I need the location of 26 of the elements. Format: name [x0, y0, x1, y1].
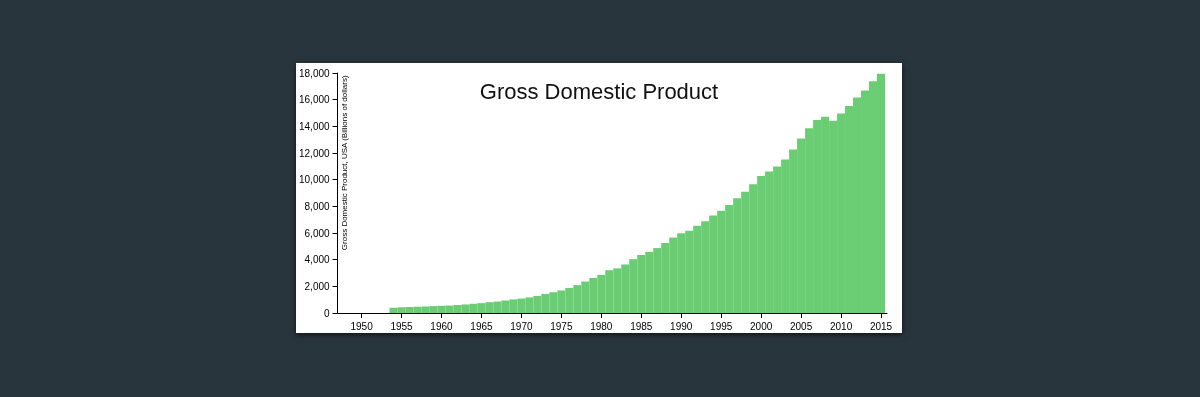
chart-title: Gross Domestic Product [479, 78, 719, 104]
x-tick-label: 1985 [630, 320, 653, 332]
x-tick-label: 1980 [590, 320, 613, 332]
x-tick-label: 2015 [869, 320, 893, 332]
y-tick-label: 16,000 [298, 94, 331, 106]
x-tick-label: 2010 [829, 320, 853, 332]
x-tick-label: 1970 [510, 320, 533, 332]
x-tick-label: 1995 [710, 320, 733, 332]
x-tick-label: 1950 [350, 320, 374, 332]
x-tick-label: 2000 [750, 320, 773, 332]
y-tick-label: 14,000 [298, 120, 331, 132]
x-tick-label: 1965 [470, 320, 494, 332]
x-tick-label: 1955 [390, 320, 414, 332]
x-tick-label: 2005 [789, 320, 813, 332]
y-tick-label: 8,000 [304, 200, 331, 212]
x-tick-label: 1990 [670, 320, 693, 332]
y-tick-label: 18,000 [298, 67, 331, 79]
y-tick-label: 4,000 [304, 254, 331, 266]
y-tick-label: 12,000 [298, 147, 331, 159]
y-axis-title: Gross Domestic Product, USA (Billions of dollars) [339, 75, 349, 251]
y-tick-label: 2,000 [304, 280, 331, 292]
x-tick-label: 1975 [550, 320, 573, 332]
y-tick-label: 6,000 [304, 227, 331, 239]
y-tick-label: 0 [324, 307, 331, 319]
y-tick-label: 10,000 [298, 174, 331, 186]
x-tick-label: 1960 [430, 320, 454, 332]
